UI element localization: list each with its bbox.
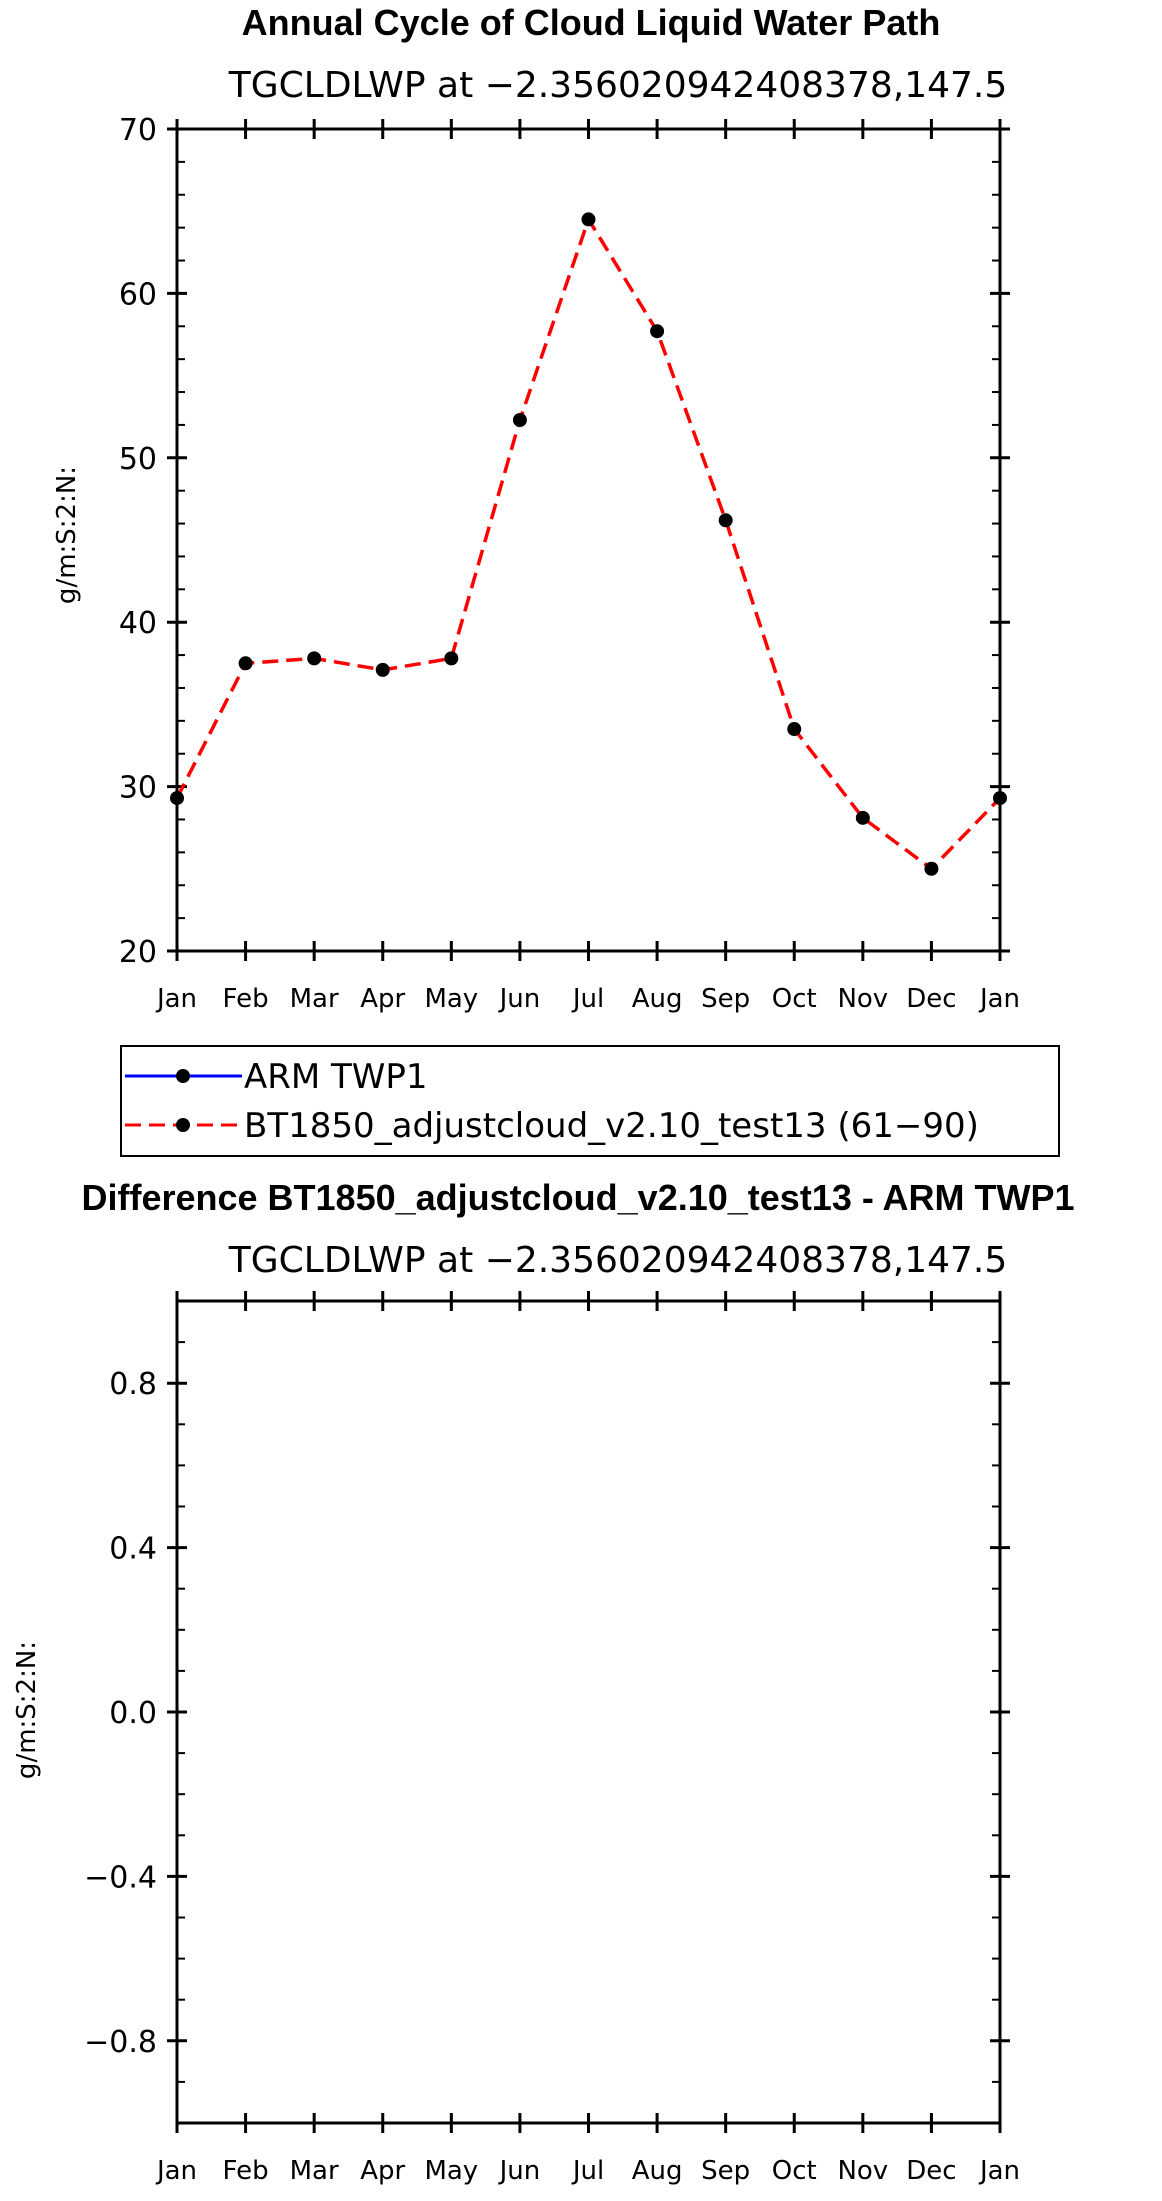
data-point xyxy=(307,651,322,666)
plot-frame xyxy=(175,1299,1002,2125)
y-tick-label: 0.8 xyxy=(109,1367,157,1402)
chart2-y-tick-labels: 0.8 0.4 0.0 −0.4 −0.8 xyxy=(84,1367,157,2060)
data-point xyxy=(444,651,459,666)
x-tick-label: May xyxy=(424,2156,478,2186)
x-tick-label: Aug xyxy=(632,2156,683,2186)
data-point xyxy=(375,662,390,677)
series-line xyxy=(175,215,1002,872)
y-tick-label: 50 xyxy=(119,442,157,477)
x-tick-label: Jan xyxy=(978,2156,1020,2186)
x-tick-label: Jun xyxy=(498,984,541,1014)
chart1-y-tick-labels: 20 30 40 50 60 70 xyxy=(119,113,157,970)
x-tick-label: Apr xyxy=(360,984,405,1014)
x-tick-label: Mar xyxy=(290,2156,339,2186)
y-tick-label: 0.0 xyxy=(109,1696,157,1731)
chart1-x-tick-labels: Jan Feb Mar Apr May Jun Jul Aug Sep Oct Nov Dec Jan xyxy=(155,984,1020,1014)
y-tick-label: 70 xyxy=(119,113,157,148)
x-tick-label: Jan xyxy=(155,2156,197,2186)
x-tick-label: Jul xyxy=(571,984,604,1014)
chart2-x-tick-labels: Jan Feb Mar Apr May Jun Jul Aug Sep Oct Nov Dec Jan xyxy=(155,2156,1020,2186)
x-tick-label: Dec xyxy=(906,2156,956,2186)
data-point xyxy=(650,324,665,339)
y-tick-label: −0.8 xyxy=(84,2025,157,2060)
y-tick-label: 20 xyxy=(119,935,157,970)
chart1-subtitle: TGCLDLWP at −2.356020942408378,147.5 xyxy=(228,65,1008,106)
data-point xyxy=(993,791,1007,806)
data-point xyxy=(718,513,733,528)
data-point xyxy=(170,791,184,806)
x-tick-label: Apr xyxy=(360,2156,405,2186)
chart1-axes xyxy=(167,119,1010,961)
difference-chart: Difference BT1850_adjustcloud_v2.10_test… xyxy=(12,1177,1075,2186)
annual-cycle-chart: Annual Cycle of Cloud Liquid Water Path … xyxy=(52,2,1020,1014)
legend-marker-arm xyxy=(176,1069,190,1083)
x-tick-label: Mar xyxy=(290,984,339,1014)
x-tick-label: Feb xyxy=(223,2156,269,2186)
x-tick-label: Oct xyxy=(772,2156,817,2186)
y-tick-label: 40 xyxy=(119,606,157,641)
data-point xyxy=(238,656,253,671)
y-tick-label: 0.4 xyxy=(109,1532,157,1567)
x-tick-label: Sep xyxy=(701,984,750,1014)
legend-marker-model xyxy=(176,1118,190,1132)
x-tick-label: Oct xyxy=(772,984,817,1014)
chart2-y-axis-label: g/m:S:2:N: xyxy=(12,1641,42,1779)
data-point xyxy=(924,861,939,876)
chart2-axes xyxy=(167,1291,1010,2133)
legend: ARM TWP1 BT1850_adjustcloud_v2.10_test13… xyxy=(120,1045,1060,1157)
data-point xyxy=(787,722,802,737)
x-tick-label: Jan xyxy=(978,984,1020,1014)
chart1-title: Annual Cycle of Cloud Liquid Water Path xyxy=(242,2,941,43)
x-tick-label: May xyxy=(424,984,478,1014)
x-tick-label: Jun xyxy=(498,2156,541,2186)
x-tick-label: Feb xyxy=(223,984,269,1014)
x-tick-label: Sep xyxy=(701,2156,750,2186)
y-tick-label: −0.4 xyxy=(84,1860,157,1895)
x-tick-label: Nov xyxy=(837,2156,888,2186)
chart1-y-axis-label: g/m:S:2:N: xyxy=(52,466,82,604)
x-tick-label: Jan xyxy=(155,984,197,1014)
legend-label-model: BT1850_adjustcloud_v2.10_test13 (61−90) xyxy=(244,1106,979,1146)
data-point xyxy=(855,810,870,825)
data-point xyxy=(581,212,596,227)
x-tick-label: Aug xyxy=(632,984,683,1014)
y-tick-label: 60 xyxy=(119,277,157,312)
chart1-series xyxy=(170,212,1007,876)
x-tick-label: Jul xyxy=(571,2156,604,2186)
data-point xyxy=(512,412,527,427)
chart2-subtitle: TGCLDLWP at −2.356020942408378,147.5 xyxy=(228,1240,1008,1281)
x-tick-label: Nov xyxy=(837,984,888,1014)
x-tick-label: Dec xyxy=(906,984,956,1014)
y-tick-label: 30 xyxy=(119,771,157,806)
legend-box xyxy=(120,1045,1060,1157)
chart2-title: Difference BT1850_adjustcloud_v2.10_test… xyxy=(81,1177,1074,1218)
legend-label-arm: ARM TWP1 xyxy=(244,1057,428,1097)
